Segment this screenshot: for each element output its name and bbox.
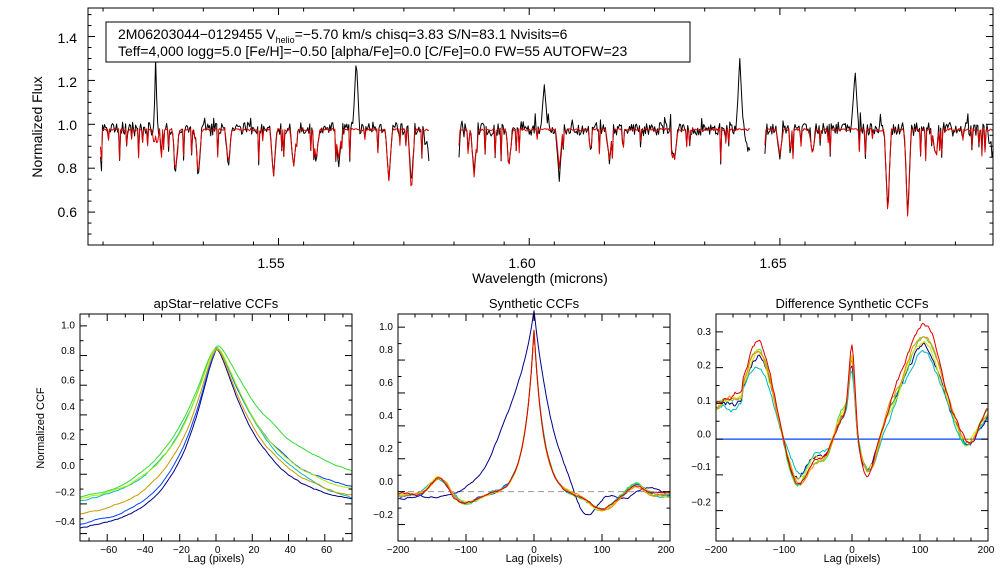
- apstar-ccf-lines: [79, 345, 353, 529]
- synthetic-ccf-line: [397, 329, 671, 512]
- difference-y-tick-label-2: 0.0: [697, 430, 711, 441]
- info-line-1-subscript: helio: [276, 35, 295, 45]
- apstar-ccf-panel: apStar−relative CCFs −60 −40 −20 0 20 40…: [35, 296, 353, 565]
- spectrum-lines: [100, 57, 994, 217]
- apstar-ccf-line: [79, 348, 353, 529]
- synthetic-ccf-line: [397, 329, 671, 510]
- synthetic-y-tick-label-6: 1.0: [379, 322, 393, 333]
- apstar-x-tick-label-5: 40: [285, 545, 297, 556]
- apstar-x-tick-label-2: −20: [173, 545, 190, 556]
- apstar-x-tick-label-4: 20: [248, 545, 260, 556]
- difference-ccf-lines: [715, 322, 989, 487]
- spectrum-y-tick-label-1: 0.8: [58, 160, 78, 176]
- synthetic-ccf-line: [397, 329, 671, 512]
- synthetic-ccf-title: Synthetic CCFs: [489, 296, 580, 311]
- apstar-y-tick-label-7: 1.0: [61, 321, 75, 332]
- synthetic-y-tick-label-5: 0.8: [379, 345, 393, 356]
- difference-ccf-axis-ticks: [715, 313, 989, 541]
- synthetic-x-tick-label-3: 100: [594, 545, 611, 556]
- observed-spectrum-line: [764, 72, 994, 213]
- synthetic-ccf-plot-frame: [397, 313, 671, 542]
- observed-spectrum-line: [458, 58, 751, 182]
- spectrum-x-tick-label-0: 1.55: [257, 255, 284, 271]
- spectrum-x-tick-label-1: 1.60: [508, 255, 535, 271]
- difference-y-tick-label-4: 0.2: [697, 361, 711, 372]
- apstar-y-tick-label-4: 0.4: [61, 402, 75, 413]
- apstar-y-tick-label-5: 0.6: [61, 376, 75, 387]
- synthetic-ccf-panel: Synthetic CCFs −200 −100 0 100 200 −0.2 …: [373, 296, 675, 565]
- synthetic-y-tick-label-4: 0.6: [379, 378, 393, 389]
- apstar-ccf-line: [79, 345, 353, 498]
- spectrum-info-line-2: Teff=4,000 logg=5.0 [Fe/H]=−0.50 [alpha/…: [118, 43, 627, 59]
- spectrum-y-tick-label-4: 1.4: [58, 30, 78, 46]
- synthetic-x-tick-label-0: −200: [387, 545, 410, 556]
- difference-y-tick-label-3: 0.1: [697, 396, 711, 407]
- synthetic-ccf-line: [397, 329, 671, 510]
- spectrum-y-axis-label: Normalized Flux: [29, 76, 45, 177]
- apstar-ccf-line: [79, 348, 353, 501]
- difference-ccf-line: [715, 349, 989, 476]
- spectrum-y-tick-label-0: 0.6: [58, 204, 78, 220]
- apstar-ccf-axis-ticks: [80, 314, 352, 541]
- info-line-1-prefix: 2M06203044−0129455 V: [118, 26, 276, 42]
- apstar-x-tick-label-0: −60: [100, 545, 117, 556]
- apstar-x-axis-label: Lag (pixels): [188, 553, 245, 565]
- spectrum-y-tick-label-3: 1.2: [58, 74, 78, 90]
- synthetic-ccf-lines: [397, 310, 671, 516]
- difference-ccf-line: [715, 322, 989, 485]
- difference-ccf-title: Difference Synthetic CCFs: [776, 296, 929, 311]
- spectrum-info-line-1: 2M06203044−0129455 Vhelio=−5.70 km/s chi…: [118, 26, 568, 45]
- synthetic-ccf-line: [397, 329, 671, 512]
- apstar-ccf-line: [79, 348, 353, 515]
- synthetic-ccf-axis-ticks: [397, 314, 671, 542]
- synthetic-x-tick-label-1: −100: [455, 545, 478, 556]
- difference-ccf-line: [715, 336, 989, 485]
- apstar-y-tick-label-1: −0.2: [55, 488, 75, 499]
- observed-spectrum-line: [100, 57, 430, 182]
- difference-y-tick-label-5: 0.3: [697, 327, 711, 338]
- apstar-ccf-line: [79, 347, 353, 525]
- model-spectrum-line: [458, 128, 750, 178]
- apstar-y-tick-label-0: −0.4: [55, 517, 75, 528]
- apstar-y-axis-label: Normalized CCF: [35, 387, 47, 469]
- difference-x-tick-label-3: 100: [912, 545, 929, 556]
- model-spectrum-line: [764, 128, 994, 217]
- apstar-y-tick-label-6: 0.8: [61, 346, 75, 357]
- difference-ccf-panel: Difference Synthetic CCFs −200 −100 0 10…: [691, 296, 995, 565]
- model-spectrum-line: [100, 128, 430, 187]
- difference-x-tick-label-1: −100: [773, 545, 796, 556]
- spectrum-x-tick-label-2: 1.65: [759, 255, 786, 271]
- spectrum-y-tick-label-2: 1.0: [58, 117, 78, 133]
- synthetic-x-tick-label-4: 200: [658, 545, 675, 556]
- synthetic-ccf-line: [397, 310, 671, 516]
- spectrum-x-axis-label: Wavelength (microns): [472, 270, 608, 286]
- synthetic-y-tick-label-1: 0.0: [379, 477, 393, 488]
- info-line-1-suffix: =−5.70 km/s chisq=3.83 S/N=83.1 Nvisits=…: [295, 26, 568, 42]
- synthetic-ccf-line: [397, 329, 671, 511]
- apstar-x-tick-label-6: 60: [321, 545, 333, 556]
- apstar-x-tick-label-3: 0: [215, 545, 221, 556]
- difference-y-tick-label-0: −0.2: [691, 498, 711, 509]
- synthetic-x-tick-label-2: 0: [531, 545, 537, 556]
- spectrum-plot-frame: [87, 7, 994, 246]
- apstar-ccf-title: apStar−relative CCFs: [154, 296, 279, 311]
- difference-x-tick-label-4: 200: [978, 545, 995, 556]
- difference-x-tick-label-2: 0: [849, 545, 855, 556]
- difference-x-axis-label: Lag (pixels): [824, 553, 881, 565]
- spectrum-panel: 2M06203044−0129455 Vhelio=−5.70 km/s chi…: [29, 7, 994, 286]
- synthetic-y-tick-label-0: −0.2: [373, 510, 393, 521]
- synthetic-y-tick-label-3: 0.4: [379, 411, 393, 422]
- synthetic-y-tick-label-2: 0.2: [379, 444, 393, 455]
- difference-x-tick-label-0: −200: [705, 545, 728, 556]
- synthetic-x-axis-label: Lag (pixels): [506, 553, 563, 565]
- difference-y-tick-label-1: −0.1: [691, 462, 711, 473]
- spectrum-info-box: [105, 21, 691, 63]
- apstar-ccf-line: [79, 347, 353, 500]
- spectrum-axis-ticks: [88, 8, 993, 245]
- apstar-x-tick-label-1: −40: [137, 545, 154, 556]
- apstar-y-tick-label-3: 0.2: [61, 432, 75, 443]
- apstar-y-tick-label-2: 0.0: [61, 461, 75, 472]
- difference-ccf-line: [715, 342, 989, 480]
